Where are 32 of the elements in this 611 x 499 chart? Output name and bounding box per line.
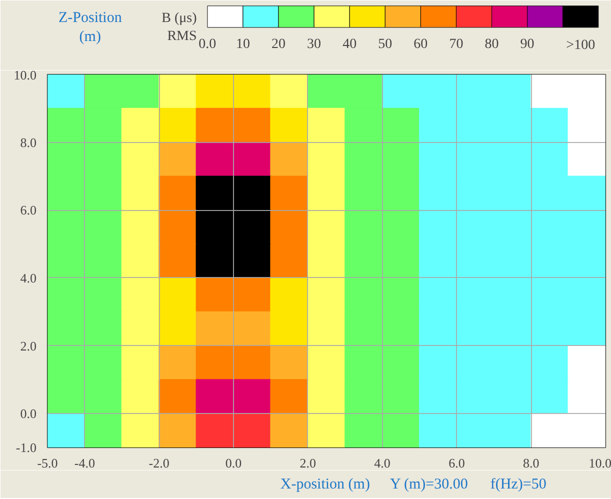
- x-tick-label: 8.0: [522, 456, 540, 470]
- color-bar-label: 40: [342, 37, 357, 52]
- color-bar-label: 60: [414, 37, 428, 52]
- x-axis-title: X-position (m): [280, 476, 370, 492]
- color-bar-label: 70: [449, 37, 464, 52]
- x-tick-label: 2.0: [300, 456, 316, 470]
- y-tick-label: 4.0: [20, 270, 36, 286]
- color-bar-label: >100: [566, 38, 596, 54]
- text: Y (m)=30.00: [390, 476, 468, 492]
- x-tick-label: 10.0: [588, 456, 611, 470]
- color-bar-label: 50: [378, 37, 392, 52]
- color-bar-label: 0.0: [198, 37, 216, 52]
- y-axis-title: Z-Position (m): [58, 10, 122, 46]
- color-bar-label: 20: [272, 37, 286, 52]
- color-bar-label: 10: [236, 37, 250, 52]
- x-tick-label: 0.0: [225, 456, 242, 470]
- x-tick-label: -5.0: [37, 456, 58, 470]
- y-tick-label: 2.0: [20, 338, 36, 354]
- y-tick-label: 6.0: [20, 202, 36, 218]
- y-tick-label: 10.0: [14, 68, 36, 82]
- x-tick-label: -4.0: [74, 456, 96, 470]
- y-tick-label: -1.0: [16, 440, 37, 455]
- text: f(Hz)=50: [490, 476, 546, 492]
- x-tick-label: -2.0: [148, 456, 170, 470]
- color-bar-label: 90: [520, 37, 534, 52]
- x-tick-label: 4.0: [374, 456, 390, 470]
- color-bar-label: 30: [307, 37, 322, 52]
- x-tick-label: 6.0: [448, 456, 465, 470]
- color-bar-label: 80: [484, 37, 499, 52]
- color-bar-title: B (μs) RMS: [162, 10, 198, 44]
- y-tick-label: 0.0: [20, 406, 36, 422]
- y-tick-label: 8.0: [20, 134, 36, 150]
